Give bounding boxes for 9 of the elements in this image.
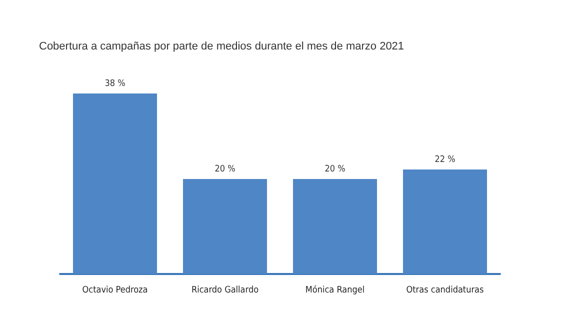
x-tick-label: Ricardo Gallardo — [191, 286, 259, 296]
data-label: 22 % — [434, 155, 456, 165]
x-tick-label: Otras candidaturas — [406, 286, 484, 296]
data-label: 20 % — [324, 164, 346, 174]
chart-title: Cobertura a campañas por parte de medios durante el mes de marzo 2021 — [39, 40, 404, 52]
x-tick-label: Octavio Pedroza — [82, 286, 148, 296]
data-label: 20 % — [214, 164, 236, 174]
x-tick-label: Mónica Rangel — [305, 284, 365, 296]
data-label: 38 % — [104, 79, 126, 89]
